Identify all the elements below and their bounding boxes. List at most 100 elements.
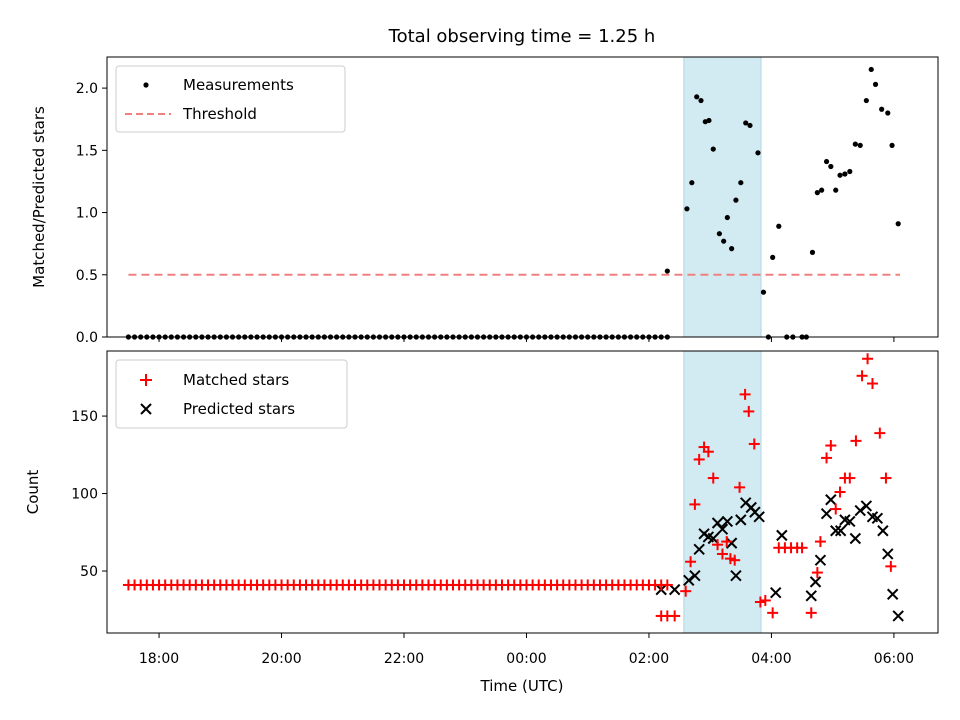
- matched-star-point: [680, 585, 692, 597]
- predicted-star-point: [871, 512, 884, 525]
- measurement-point: [770, 254, 776, 260]
- y-tick-label: 150: [71, 409, 98, 425]
- measurement-point: [828, 163, 834, 170]
- highlight-span: [683, 350, 762, 634]
- y-tick-label: 2.0: [76, 81, 98, 97]
- predicted-star-point: [725, 537, 738, 549]
- predicted-star-point: [820, 507, 833, 520]
- measurement-point: [847, 168, 853, 175]
- matched-star-point: [885, 560, 897, 572]
- measurement-point: [743, 120, 749, 126]
- predicted-star-point: [689, 569, 701, 582]
- matched-star-point: [716, 548, 728, 560]
- y-tick-label: 1.0: [76, 206, 98, 222]
- measurement-point: [721, 238, 727, 244]
- ratio-y-ticks: 0.0 0.5 1.0 1.5 2.0: [76, 81, 107, 346]
- measurement-point: [863, 97, 869, 104]
- measurement-point: [842, 171, 848, 177]
- ratio-legend: Measurements Threshold: [115, 65, 346, 133]
- measurement-point: [837, 172, 843, 178]
- measurement-point: [823, 158, 830, 165]
- highlight-span: [683, 56, 762, 338]
- measurement-point: [776, 223, 782, 229]
- matched-star-point: [821, 452, 833, 464]
- measurement-point: [684, 206, 690, 212]
- measurement-point: [885, 110, 891, 116]
- matched-star-point: [844, 472, 856, 484]
- legend-label-threshold: Threshold: [182, 105, 257, 123]
- count-plot-frame: [106, 350, 939, 634]
- legend-marker-predicted-stars: [140, 403, 152, 415]
- matched-star-point: [811, 567, 823, 579]
- measurement-point: [889, 142, 895, 148]
- y-tick-label: 0.5: [76, 268, 98, 284]
- predicted-star-point: [814, 554, 827, 566]
- measurement-point: [706, 117, 712, 124]
- predicted-star-point: [844, 515, 856, 528]
- predicted-star-point: [825, 494, 837, 506]
- predicted-star-point: [882, 548, 894, 560]
- x-tick-label: 00:00: [506, 651, 546, 667]
- ratio-legend-box: [115, 65, 346, 133]
- predicted-star-point: [886, 588, 899, 600]
- measurement-point: [738, 180, 744, 186]
- matched-star-point: [825, 440, 837, 452]
- matched-star-point: [754, 596, 766, 608]
- chart-title: Total observing time = 1.25 h: [388, 26, 656, 47]
- matched-star-point: [856, 370, 868, 382]
- matched-star-point: [712, 539, 724, 551]
- x-tick-label: 22:00: [384, 651, 424, 667]
- measurement-point: [747, 122, 753, 129]
- measurement-point: [872, 81, 879, 87]
- measurement-point: [733, 197, 739, 203]
- legend-label-predicted-stars: Predicted stars: [183, 400, 295, 418]
- matched-star-point: [729, 554, 741, 566]
- matched-star-point: [661, 579, 673, 591]
- count-legend: Matched stars Predicted stars: [115, 359, 348, 429]
- measurement-point: [729, 246, 735, 252]
- matched-star-point: [814, 536, 826, 548]
- measurement-point: [857, 142, 863, 148]
- count-y-ticks: 50 100 150: [71, 409, 107, 580]
- measurement-point: [716, 231, 722, 237]
- predicted-star-point: [693, 543, 705, 556]
- y-tick-label: 1.5: [76, 143, 98, 159]
- predicted-star-point: [834, 525, 847, 537]
- x-tick-label: 06:00: [874, 651, 914, 667]
- matched-star-point: [739, 388, 751, 400]
- x-tick-label: 04:00: [751, 651, 791, 667]
- matched-star-point: [685, 556, 697, 568]
- measurement-point: [879, 106, 885, 112]
- measurement-point: [814, 190, 820, 196]
- measurement-point: [698, 97, 704, 104]
- matched-star-point: [862, 353, 874, 365]
- predicted-star-point: [849, 532, 862, 545]
- y-tick-label: 50: [80, 564, 98, 580]
- predicted-star-point: [668, 583, 681, 596]
- predicted-star-point: [854, 504, 866, 517]
- predicted-star-point: [776, 529, 788, 542]
- measurement-point: [689, 180, 695, 186]
- predicted-star-point: [830, 525, 842, 537]
- matched-star-point: [866, 378, 878, 390]
- legend-marker-measurements: [143, 82, 149, 88]
- x-axis-label: Time (UTC): [480, 677, 564, 695]
- measurement-point: [724, 214, 730, 221]
- matched-star-point: [834, 486, 846, 498]
- measurement-point: [868, 66, 874, 73]
- measurement-point: [833, 187, 839, 193]
- measurement-point: [710, 146, 716, 152]
- count-panel: 50 100 150 18:00 20:00 22:00 00:00 02:00 04:00 0…: [24, 350, 939, 695]
- matched-star-point: [748, 438, 760, 450]
- x-tick-label: 02:00: [629, 651, 669, 667]
- predicted-star-point: [877, 525, 889, 537]
- matched-star-point: [850, 435, 862, 447]
- measurement-point: [755, 150, 761, 156]
- legend-marker-matched-stars: [140, 374, 152, 386]
- measurement-point: [694, 94, 700, 100]
- count-series: [122, 353, 904, 622]
- count-legend-box: [115, 359, 348, 429]
- matched-star-point: [669, 610, 681, 622]
- matched-star-point: [874, 427, 886, 439]
